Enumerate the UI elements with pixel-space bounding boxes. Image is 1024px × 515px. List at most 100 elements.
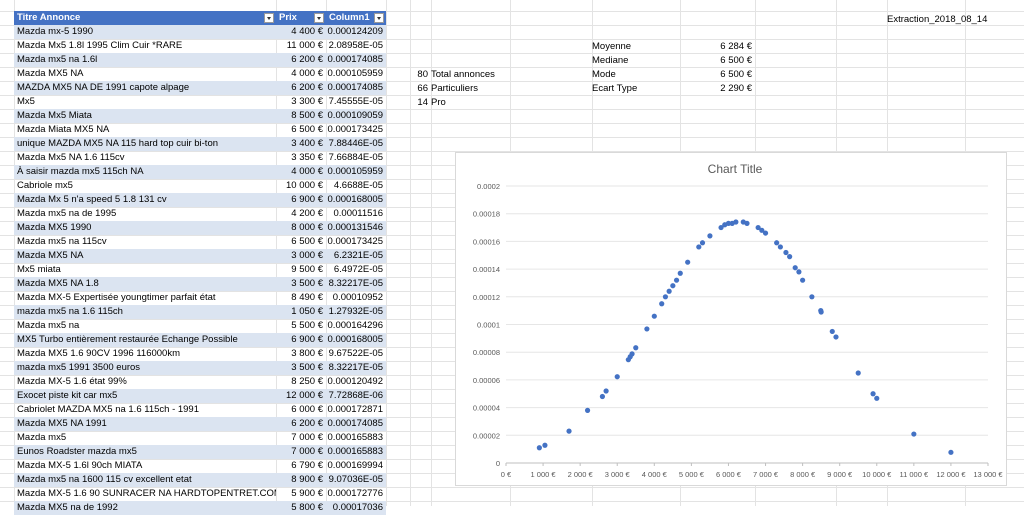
cell-column1[interactable]: 9.07036E-05 bbox=[328, 474, 383, 485]
table-row[interactable]: Mazda MX5 1990 8 000 € 0.000131546 bbox=[14, 221, 386, 235]
stat-mediane-value[interactable]: 6 500 € bbox=[720, 55, 752, 66]
cell-prix[interactable]: 5 900 € bbox=[291, 488, 323, 499]
cell-column1[interactable]: 2.08958E-05 bbox=[328, 40, 383, 51]
cell-titre[interactable]: Mazda MX5 NA bbox=[17, 250, 84, 261]
cell-column1[interactable]: 7.88446E-05 bbox=[328, 138, 383, 149]
cell-titre[interactable]: MX5 Turbo entièrement restaurée Echange … bbox=[17, 334, 238, 345]
data-point[interactable] bbox=[707, 233, 713, 239]
filter-dropdown-icon[interactable] bbox=[264, 13, 274, 23]
data-point[interactable] bbox=[603, 388, 609, 394]
cell-prix[interactable]: 6 790 € bbox=[291, 460, 323, 471]
cell-column1[interactable]: 0.000120492 bbox=[327, 376, 383, 387]
cell-prix[interactable]: 5 500 € bbox=[291, 320, 323, 331]
cell-titre[interactable]: Eunos Roadster mazda mx5 bbox=[17, 446, 137, 457]
table-row[interactable]: Mazda Mx5 Miata 8 500 € 0.000109059 bbox=[14, 109, 386, 123]
count-pro-value[interactable]: 14 bbox=[417, 97, 428, 108]
table-row[interactable]: Mazda MX5 NA 3 000 € 6.2321E-05 bbox=[14, 249, 386, 263]
cell-column1[interactable]: 0.000124209 bbox=[327, 26, 383, 37]
table-row[interactable]: Mx5 3 300 € 7.45555E-05 bbox=[14, 95, 386, 109]
data-point[interactable] bbox=[829, 328, 835, 335]
data-point[interactable] bbox=[629, 351, 635, 357]
table-row[interactable]: Mazda Mx 5 n'a speed 5 1.8 131 cv 6 900 €… bbox=[14, 193, 386, 207]
cell-prix[interactable]: 3 300 € bbox=[291, 96, 323, 107]
table-row[interactable]: Mx5 miata 9 500 € 6.4972E-05 bbox=[14, 263, 386, 277]
cell-titre[interactable]: Mazda MX5 na de 1992 bbox=[17, 502, 118, 513]
cell-titre[interactable]: Mazda MX-5 1.6 état 99% bbox=[17, 376, 127, 387]
cell-column1[interactable]: 8.32217E-05 bbox=[328, 362, 383, 373]
data-point[interactable] bbox=[659, 301, 665, 307]
data-point[interactable] bbox=[566, 428, 572, 434]
data-point[interactable] bbox=[948, 449, 954, 455]
stat-moyenne-label[interactable]: Moyenne bbox=[592, 41, 632, 52]
stat-mediane-label[interactable]: Mediane bbox=[592, 55, 629, 66]
data-point[interactable] bbox=[718, 224, 724, 231]
table-row[interactable]: MAZDA MX5 NA DE 1991 capote alpage 6 200 … bbox=[14, 81, 386, 95]
table-row[interactable]: mazda mx5 na 1.6 115ch 1 050 € 1.27932E-05 bbox=[14, 305, 386, 319]
cell-column1[interactable]: 0.000168005 bbox=[327, 334, 383, 345]
table-row[interactable]: Mazda mx5 na 1.6l 6 200 € 0.000174085 bbox=[14, 53, 386, 67]
cell-prix[interactable]: 6 500 € bbox=[291, 236, 323, 247]
data-point[interactable] bbox=[759, 227, 765, 233]
cell-titre[interactable]: Mazda MX5 NA 1.8 bbox=[17, 278, 99, 289]
table-row[interactable]: unique MAZDA MX5 NA 115 hard top cuir bi… bbox=[14, 137, 386, 151]
cell-titre[interactable]: Mazda mx-5 1990 bbox=[17, 26, 94, 37]
data-point[interactable] bbox=[783, 249, 789, 256]
table-row[interactable]: Cabriole mx5 10 000 € 4.6688E-05 bbox=[14, 179, 386, 193]
data-point[interactable] bbox=[677, 270, 683, 276]
cell-column1[interactable]: 0.000131546 bbox=[327, 222, 383, 233]
cell-prix[interactable]: 6 500 € bbox=[291, 124, 323, 135]
table-row[interactable]: Mazda MX5 na de 1992 5 800 € 0.00017036 bbox=[14, 501, 386, 515]
cell-prix[interactable]: 6 200 € bbox=[291, 418, 323, 429]
cell-prix[interactable]: 9 500 € bbox=[291, 264, 323, 275]
data-point[interactable] bbox=[809, 294, 815, 300]
cell-prix[interactable]: 6 900 € bbox=[291, 194, 323, 205]
chart-title[interactable]: Chart Title bbox=[708, 162, 763, 176]
data-point[interactable] bbox=[670, 283, 676, 289]
table-row[interactable]: Mazda mx5 7 000 € 0.000165883 bbox=[14, 431, 386, 445]
count-pro-label[interactable]: Pro bbox=[431, 97, 446, 108]
cell-prix[interactable]: 8 500 € bbox=[291, 110, 323, 121]
data-point[interactable] bbox=[796, 269, 802, 275]
table-row[interactable]: Exocet piste kit car mx5 12 000 € 7.72868E… bbox=[14, 389, 386, 403]
data-point[interactable] bbox=[699, 240, 706, 246]
table-row[interactable]: Mazda mx5 na 5 500 € 0.000164296 bbox=[14, 319, 386, 333]
cell-titre[interactable]: MAZDA MX5 NA DE 1991 capote alpage bbox=[17, 82, 190, 93]
cell-titre[interactable]: Mazda MX-5 Expertisée youngtimer parfait… bbox=[17, 292, 216, 303]
cell-titre[interactable]: mazda mx5 1991 3500 euros bbox=[17, 362, 141, 373]
table-row[interactable]: Mazda MX-5 1.6l 90ch MIATA 6 790 € 0.00016… bbox=[14, 459, 386, 473]
cell-column1[interactable]: 0.000174085 bbox=[327, 82, 383, 93]
cell-titre[interactable]: Mazda Mx5 Miata bbox=[17, 110, 92, 121]
cell-titre[interactable]: Mazda MX5 NA 1991 bbox=[17, 418, 107, 429]
cell-titre[interactable]: Mazda mx5 na bbox=[17, 320, 80, 331]
data-point[interactable] bbox=[800, 277, 806, 283]
table-row[interactable]: À saisir mazda mx5 115ch NA 4 000 € 0.0001… bbox=[14, 165, 386, 179]
cell-titre[interactable]: Mazda mx5 na de 1995 bbox=[17, 208, 117, 219]
cell-titre[interactable]: Mazda mx5 na 1600 115 cv excellent etat bbox=[17, 474, 192, 485]
count-particuliers-value[interactable]: 66 bbox=[417, 83, 428, 94]
cell-prix[interactable]: 4 400 € bbox=[291, 26, 323, 37]
data-point[interactable] bbox=[644, 326, 650, 332]
cell-prix[interactable]: 1 050 € bbox=[291, 306, 323, 317]
cell-column1[interactable]: 0.00011516 bbox=[333, 208, 384, 219]
cell-prix[interactable]: 11 000 € bbox=[286, 40, 323, 51]
cell-column1[interactable]: 0.000105959 bbox=[327, 166, 383, 177]
cell-column1[interactable]: 6.4972E-05 bbox=[333, 264, 383, 275]
count-particuliers-label[interactable]: Particuliers bbox=[431, 83, 478, 94]
cell-column1[interactable]: 7.72868E-06 bbox=[328, 390, 383, 401]
cell-prix[interactable]: 4 000 € bbox=[291, 68, 323, 79]
data-point[interactable] bbox=[584, 407, 591, 413]
data-point[interactable] bbox=[542, 442, 548, 448]
cell-column1[interactable]: 0.000172871 bbox=[327, 404, 383, 415]
data-point[interactable] bbox=[787, 254, 793, 260]
data-point[interactable] bbox=[673, 277, 680, 283]
cell-titre[interactable]: Mazda mx5 bbox=[17, 432, 67, 443]
column-header-titre[interactable]: Titre Annonce bbox=[14, 11, 276, 25]
cell-column1[interactable]: 0.000173425 bbox=[327, 236, 383, 247]
data-point[interactable] bbox=[833, 334, 839, 340]
cell-prix[interactable]: 3 350 € bbox=[291, 152, 323, 163]
table-row[interactable]: Mazda mx5 na 115cv 6 500 € 0.000173425 bbox=[14, 235, 386, 249]
cell-prix[interactable]: 7 000 € bbox=[291, 432, 323, 443]
stat-ecart-type-label[interactable]: Ecart Type bbox=[592, 83, 638, 94]
cell-prix[interactable]: 7 000 € bbox=[291, 446, 323, 457]
cell-prix[interactable]: 6 200 € bbox=[291, 82, 323, 93]
